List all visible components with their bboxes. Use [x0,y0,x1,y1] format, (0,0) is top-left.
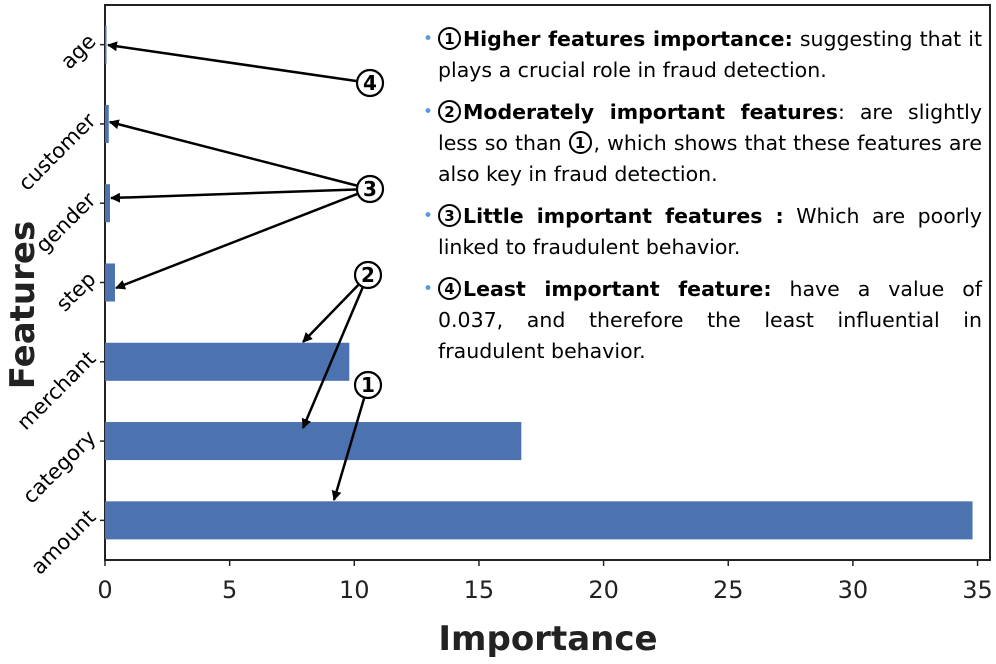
arrow-to-age [107,41,357,83]
annotation-markers: 1 2 3 4 [353,68,385,400]
circled-number-badge: 3 [438,204,461,227]
x-tick-label-20: 20 [588,576,619,604]
annotation-marker-4 [355,68,385,98]
y-tick-label-amount: amount [26,505,100,579]
x-tick-label-0: 0 [97,576,112,604]
note-heading: Least important feature: [463,277,772,301]
annotation-marker-label: 2 [361,263,375,287]
y-tick-label-step: step [51,267,100,316]
annotation-marker-label: 4 [363,71,377,95]
note-heading: Moderately important features [463,100,838,124]
circled-number-badge: 4 [438,277,461,300]
y-tick-label-customer: customer [14,108,101,195]
annotation-marker-label: 1 [361,373,375,397]
bar-gender [105,184,110,223]
bar-category [105,422,522,461]
circled-number-badge: 2 [438,100,461,123]
bar-amount [105,501,973,540]
x-tick-label-30: 30 [838,576,869,604]
circled-number-badge: 1 [568,131,592,154]
annotation-notes: • 1 Higher features importance: suggestin… [420,24,982,378]
arrow-to-merchant [302,284,360,343]
y-axis-title: Features [3,221,43,389]
note-heading: Little important features : [463,204,784,228]
annotation-marker-1 [353,370,383,400]
x-tick-label-5: 5 [222,576,237,604]
annotation-marker-3 [355,174,385,204]
bullet-icon: • [423,279,434,299]
note-little-importance: • 3 Little important features : Which are… [420,201,982,263]
arrow-to-gender [109,188,357,203]
bullet-icon: • [423,29,434,49]
arrow-to-category [301,287,364,429]
x-tick-label-35: 35 [962,576,993,604]
arrow-to-step [115,192,358,290]
note-text: , which shows that these features are al… [438,131,982,186]
x-tick-label-10: 10 [339,576,370,604]
arrow-to-amount [331,398,366,501]
x-tick-label-25: 25 [713,576,744,604]
bullet-icon: • [423,206,434,226]
note-text: suggesting that it plays a crucial role … [438,27,982,82]
bullet-icon: • [423,102,434,122]
note-text: Which are poorly linked to fraudulent be… [438,204,982,259]
bars-group [105,25,973,540]
bar-merchant [105,342,350,381]
y-tick-label-category: category [18,426,101,509]
x-tick-label-15: 15 [464,576,495,604]
note-least-importance: • 4 Least important feature: have a value… [420,274,982,367]
bar-customer [105,104,109,143]
annotation-arrows [107,41,366,501]
note-higher-importance: • 1 Higher features importance: suggestin… [420,24,982,86]
y-tick-label-age: age [56,29,101,74]
note-text: have a value of 0.037, and therefore the… [438,277,982,363]
annotation-marker-label: 3 [363,177,377,201]
arrow-to-customer [108,119,357,187]
bar-age [105,25,107,64]
circled-number-badge: 1 [438,27,461,50]
annotation-marker-2 [353,260,383,290]
x-axis: 0 5 10 15 20 25 30 35 [97,560,993,604]
note-text: : are slightly less so than [438,100,982,155]
bar-step [105,263,115,302]
note-heading: Higher features importance: [463,27,793,51]
note-moderate-importance: • 2 Moderately important features: are sl… [420,97,982,190]
x-axis-title: Importance [438,619,657,659]
